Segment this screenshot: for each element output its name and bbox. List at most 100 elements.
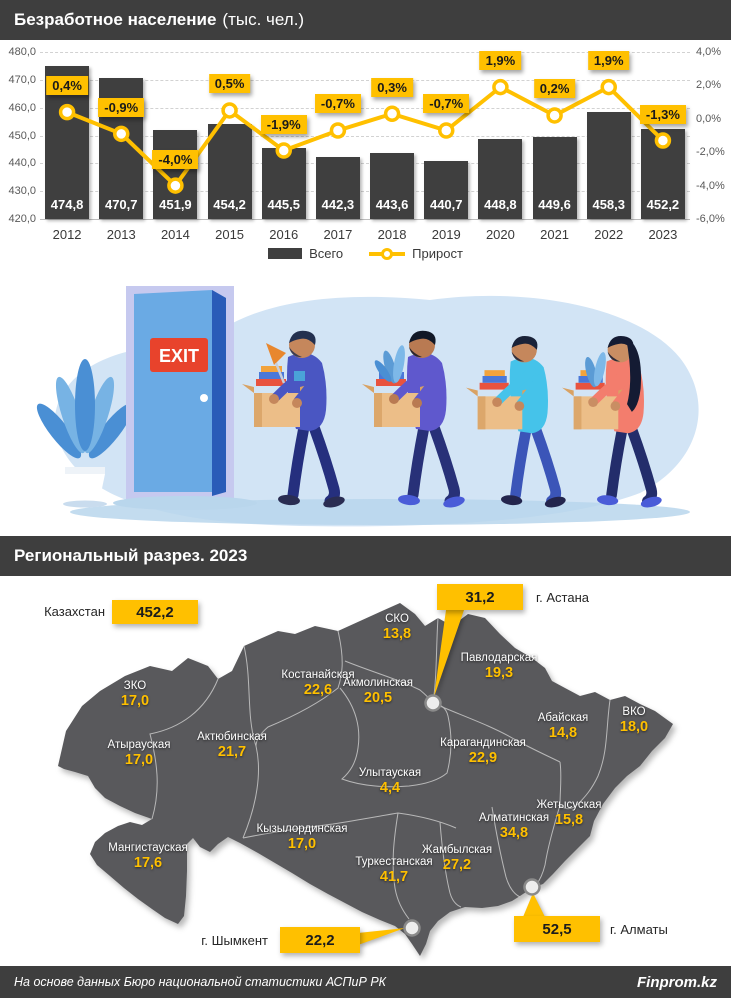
region-value: 22,6 [303, 682, 333, 698]
x-axis-label: 2014 [160, 227, 190, 242]
map-labels: СКО 13,8 Костанайская 22,6 Акмолинская 20,5 Па… [0, 576, 731, 966]
region-name: Жетысуская [536, 799, 602, 811]
combo-chart-plot: Всего Прирост 480,0 470,0 460,0 450,0 440,0 4… [0, 40, 731, 278]
region-name: ВКО [622, 706, 646, 718]
country-label: Казахстан [44, 604, 105, 619]
right-axis-tick: 0,0% [696, 112, 722, 125]
growth-badge-2019: -0,7% [423, 94, 470, 114]
region-name: Кызылординская [256, 823, 348, 835]
region-name: Акмолинская [343, 677, 413, 689]
bar-value-label: 440,7 [429, 197, 463, 212]
x-axis-label: 2012 [52, 227, 82, 242]
map-region-9: Актюбинская 21,7 [197, 731, 267, 760]
map-region-11: Улытауская 4,4 [359, 767, 421, 796]
region-name: Абайская [537, 712, 589, 724]
region-name: Туркестанская [355, 856, 433, 868]
region-name: Костанайская [281, 669, 355, 681]
country-total-badge: 452,2 [112, 600, 198, 624]
left-axis-tick: 470,0 [8, 73, 36, 86]
growth-badge-2014: -4,0% [152, 149, 199, 169]
region-value: 17,0 [287, 836, 317, 852]
x-axis-label: 2022 [594, 227, 624, 242]
bar-value-label: 448,8 [484, 197, 517, 212]
legend-growth-label: Прирост [412, 246, 463, 261]
x-axis-label: 2016 [269, 227, 299, 242]
region-value: 27,2 [442, 857, 472, 873]
page-title: Безработное население [14, 10, 217, 29]
map-region-12: Карагандинская 22,9 [440, 737, 526, 766]
bar-value-label: 458,3 [592, 197, 626, 212]
legend-item-total: Всего [268, 246, 343, 261]
region-value: 15,8 [554, 812, 584, 828]
region-name: Актюбинская [197, 731, 267, 743]
right-axis-tick: -6,0% [696, 213, 725, 225]
page-title-unit: (тыс. чел.) [222, 10, 305, 29]
growth-badge-2022: 1,9% [587, 51, 630, 71]
gridline [40, 52, 690, 53]
growth-badge-2018: 0,3% [371, 77, 413, 97]
bar-value-label: 449,6 [538, 197, 571, 212]
gridline [40, 79, 690, 81]
region-name: Улытауская [358, 767, 422, 779]
x-axis-label: 2018 [377, 227, 407, 242]
shymkent-marker [403, 919, 421, 937]
x-axis-label: 2020 [485, 227, 515, 242]
map-region-3: Акмолинская 20,5 [343, 677, 413, 706]
worker-4 [562, 335, 663, 510]
region-name: Алматинская [478, 812, 550, 824]
source-note: На основе данных Бюро национальной стати… [14, 975, 387, 989]
main-header: Безработное население (тыс. чел.) [0, 0, 731, 40]
right-axis-tick: -4,0% [696, 179, 725, 192]
map-region-7: ЗКО 17,0 [121, 680, 149, 709]
gridline [40, 191, 690, 193]
map-region-14: Туркестанская 41,7 [355, 856, 432, 885]
bar-value-label: 452,2 [646, 197, 680, 212]
x-axis-label: 2023 [648, 227, 678, 242]
section2-header: Региональный разрез. 2023 [0, 536, 731, 576]
x-axis-label: 2021 [540, 227, 570, 242]
region-value: 14,8 [548, 725, 578, 741]
chart-legend: Всего Прирост [0, 246, 731, 261]
region-name: Мангистауская [108, 842, 188, 854]
left-axis-tick: 460,0 [8, 101, 36, 114]
map-region-16: Алматинская 34,8 [479, 812, 549, 841]
region-value: 21,7 [217, 744, 247, 760]
layoff-illustration: EXIT [0, 278, 731, 536]
bar-value-label: 454,2 [213, 197, 246, 212]
almaty-marker [523, 878, 541, 896]
bar-swatch-icon [268, 248, 303, 259]
right-axis-tick: -2,0% [696, 146, 725, 159]
region-value: 41,7 [379, 869, 409, 885]
x-axis-label: 2013 [106, 227, 136, 242]
region-name: Павлодарская [460, 652, 538, 664]
region-name: Атырауская [107, 739, 171, 751]
x-axis-label: 2015 [215, 227, 245, 242]
growth-badge-2013: -0,9% [98, 97, 145, 117]
astana-marker [424, 694, 442, 712]
shymkent-badge: 22,2 [280, 927, 360, 953]
region-value: 18,0 [619, 719, 649, 735]
left-axis-tick: 430,0 [8, 185, 36, 198]
astana-badge: 31,2 [437, 584, 523, 610]
illustration-canvas: EXIT [36, 286, 699, 527]
legend-total-label: Всего [309, 246, 344, 261]
right-axis-tick: 2,0% [696, 79, 722, 92]
line-swatch-icon [369, 247, 406, 260]
region-value: 13,8 [382, 626, 412, 642]
region-value: 20,5 [363, 690, 393, 706]
brand-logo: Finprom.kz [636, 973, 717, 991]
left-axis-tick: 440,0 [8, 157, 36, 170]
bar-value-label: 451,9 [159, 197, 192, 212]
region-value: 34,8 [499, 825, 529, 841]
region-value: 4,4 [379, 780, 401, 796]
almaty-badge: 52,5 [514, 916, 600, 942]
region-value: 17,0 [124, 752, 154, 768]
map-region-15: Жамбылская 27,2 [422, 844, 492, 873]
map-region-1: СКО 13,8 [383, 613, 411, 642]
exit-sign-label: EXIT [159, 346, 199, 366]
growth-badge-2015: 0,5% [208, 74, 251, 94]
x-axis-label: 2017 [323, 227, 353, 242]
growth-badge-2016: -1,9% [260, 114, 307, 134]
almaty-label: г. Алматы [610, 922, 668, 937]
